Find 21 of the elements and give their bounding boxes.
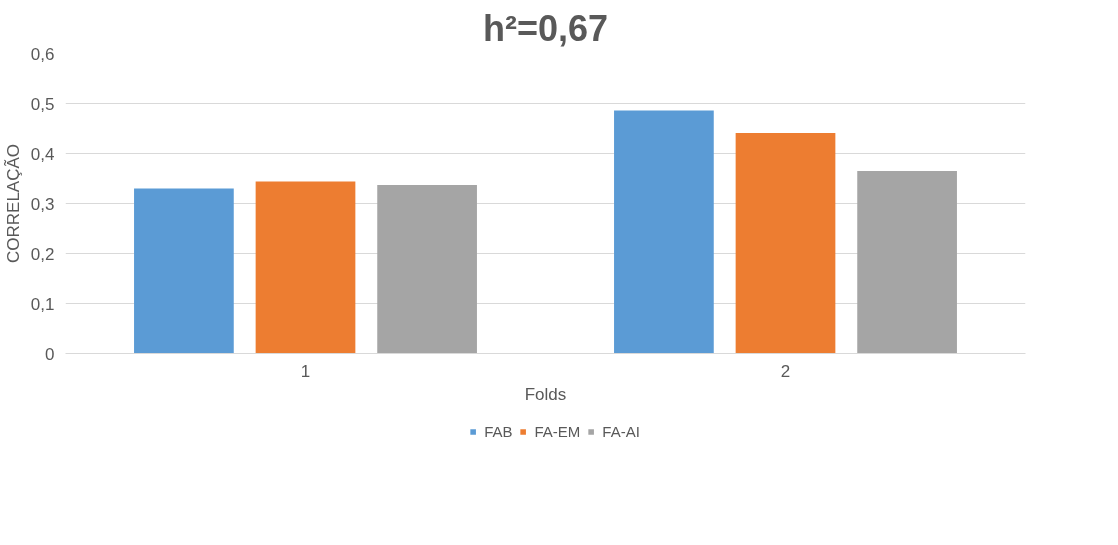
bar (255, 181, 356, 354)
bar (134, 188, 234, 354)
legend-label: FAB (484, 422, 513, 440)
x-tick-label: 2 (780, 361, 791, 381)
bar (377, 185, 477, 354)
y-tick-label: 0,3 (30, 194, 55, 214)
y-axis-title: CORRELAÇÃO (3, 143, 23, 264)
chart-title: h²=0,67 (482, 7, 609, 49)
bar (735, 133, 836, 354)
legend-label: FA-AI (602, 422, 640, 440)
y-tick-label: 0 (45, 344, 55, 364)
y-tick-label: 0,5 (30, 94, 55, 114)
y-tick-label: 0,1 (30, 294, 55, 314)
y-tick-label: 0,4 (30, 144, 55, 164)
bar (857, 171, 957, 354)
legend-label: FA-EM (534, 422, 581, 440)
y-tick-label: 0,6 (30, 44, 55, 64)
y-tick-label: 0,2 (30, 244, 55, 264)
bar (614, 110, 714, 354)
x-axis-title: Folds (524, 384, 567, 404)
x-tick-label: 1 (300, 361, 311, 381)
